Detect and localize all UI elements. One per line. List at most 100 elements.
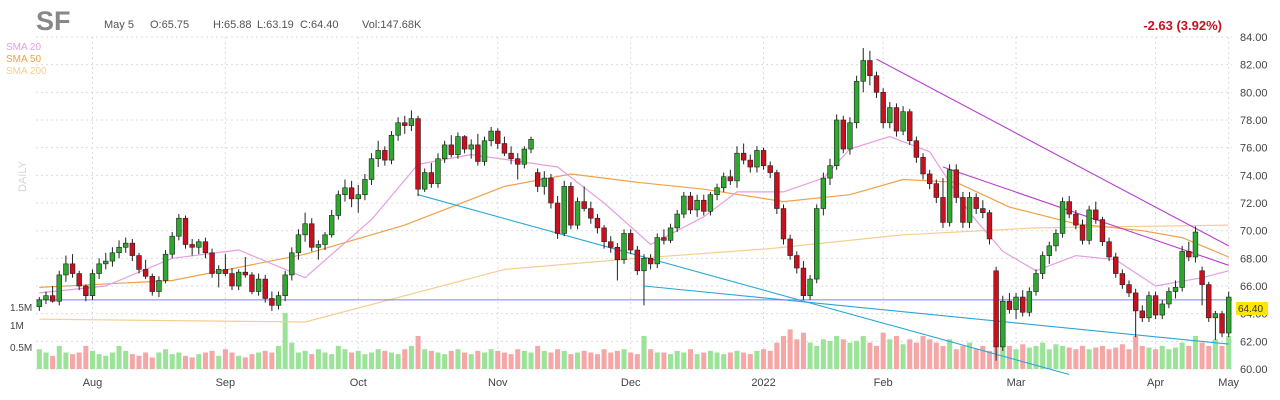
candle-body xyxy=(986,212,993,240)
candle-body xyxy=(382,150,388,161)
volume-bar xyxy=(548,352,554,369)
volume-bar xyxy=(774,342,780,369)
candle-body xyxy=(448,144,454,155)
candle-body xyxy=(880,92,886,124)
candle-body xyxy=(1199,270,1205,285)
volume-bar xyxy=(515,349,521,369)
candle-body xyxy=(1126,284,1132,294)
candle-body xyxy=(907,111,913,142)
candle-body xyxy=(441,144,448,160)
volume-bar xyxy=(70,354,76,369)
candle-body xyxy=(1046,245,1052,256)
volume-bar xyxy=(727,352,733,369)
y-tick-label: 66.00 xyxy=(1240,281,1268,293)
candle-body xyxy=(302,223,308,236)
candle-body xyxy=(1093,209,1099,220)
candle-body xyxy=(833,119,840,166)
volume-bar xyxy=(196,354,202,369)
volume-bar xyxy=(754,350,760,369)
volume-bar xyxy=(581,350,587,369)
candle-body xyxy=(1192,231,1199,258)
candle-body xyxy=(428,172,435,184)
candle-body xyxy=(574,201,581,226)
ohlc-date: May 5 xyxy=(104,19,134,31)
volume-bar xyxy=(574,352,581,369)
legend-sma20: SMA 20 xyxy=(6,42,41,53)
volume-bar xyxy=(847,342,853,369)
candle-body xyxy=(515,158,521,165)
volume-bar xyxy=(568,354,574,369)
volume-bar xyxy=(1073,349,1079,369)
candle-body xyxy=(249,274,255,292)
ohlc-low: L:63.19 xyxy=(257,19,294,31)
volume-bar xyxy=(462,352,468,369)
candle-body xyxy=(1172,287,1179,292)
volume-bar xyxy=(1219,345,1225,369)
candle-body xyxy=(920,157,926,175)
timeframe-label: DAILY xyxy=(17,160,29,192)
candle-body xyxy=(1020,296,1026,313)
candle-body xyxy=(780,208,787,240)
candle-body xyxy=(1166,291,1172,305)
volume-bar xyxy=(103,355,109,369)
volume-bar xyxy=(873,345,880,369)
candle-body xyxy=(315,244,322,248)
volume-tick-label: 1M xyxy=(10,321,24,332)
volume-bar xyxy=(89,350,96,369)
legend-sma200: SMA 200 xyxy=(6,66,47,77)
volume-bar xyxy=(315,349,321,369)
candle-body xyxy=(196,241,202,248)
candle-body xyxy=(109,252,116,262)
x-tick-label: Mar xyxy=(1007,377,1026,389)
candle-body xyxy=(594,217,601,229)
x-tick-label: Apr xyxy=(1147,377,1164,389)
volume-bar xyxy=(628,352,634,369)
volume-bar xyxy=(1166,349,1172,369)
volume-bar xyxy=(867,342,873,369)
candle-body xyxy=(129,242,136,256)
volume-bar xyxy=(1192,336,1198,369)
volume-bar xyxy=(927,339,933,369)
candle-body xyxy=(588,208,594,219)
candle-body xyxy=(568,186,574,226)
candle-body xyxy=(142,269,149,277)
volume-bar xyxy=(269,352,275,369)
candle-body xyxy=(1146,295,1152,319)
candle-body xyxy=(342,187,348,196)
volume-bar xyxy=(694,354,700,369)
volume-bar xyxy=(960,345,966,369)
last-price-tag xyxy=(1236,302,1268,315)
volume-bar xyxy=(382,350,388,369)
candle-body xyxy=(116,246,122,254)
volume-bar xyxy=(402,349,408,369)
volume-bar xyxy=(1179,342,1185,369)
trendline xyxy=(942,166,1229,266)
ticker-symbol: SF xyxy=(36,6,71,36)
candle-body xyxy=(269,298,275,306)
volume-bar xyxy=(521,350,527,369)
volume-bar xyxy=(714,352,720,369)
candle-body xyxy=(468,144,474,150)
candle-body xyxy=(69,263,76,274)
volume-bar xyxy=(913,342,919,369)
volume-bar xyxy=(787,329,793,369)
candle-body xyxy=(1053,233,1059,247)
volume-bar xyxy=(149,357,155,369)
volume-bar xyxy=(109,352,115,369)
candle-body xyxy=(946,169,953,223)
candle-body xyxy=(1219,313,1225,334)
candle-body xyxy=(900,111,906,132)
candle-body xyxy=(1106,241,1112,258)
candle-body xyxy=(402,122,408,126)
volume-bar xyxy=(50,355,56,369)
volume-bar xyxy=(408,345,414,369)
volume-bar xyxy=(495,350,501,369)
volume-bar xyxy=(767,350,773,369)
volume-tick-label: 1.5M xyxy=(10,303,32,314)
volume-bar xyxy=(1093,347,1099,369)
volume-bar xyxy=(900,344,906,369)
candle-body xyxy=(521,148,528,165)
volume-bar xyxy=(96,354,102,369)
candle-body xyxy=(156,280,162,292)
